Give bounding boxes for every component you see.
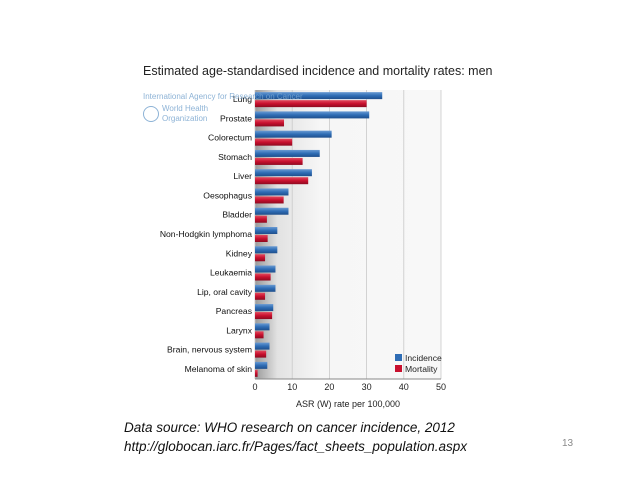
watermark: International Agency for Research on Can… (143, 92, 303, 124)
category-label: Non-Hodgkin lymphoma (160, 229, 252, 239)
legend-swatch (395, 354, 402, 361)
bar-incidence (255, 111, 370, 119)
iarc-watermark: International Agency for Research on Can… (143, 92, 303, 101)
x-tick-label: 20 (324, 382, 334, 392)
bar-mortality (255, 138, 293, 146)
bar-mortality (255, 312, 273, 320)
bar-mortality (255, 100, 367, 108)
x-axis-ticks: 0 10 20 30 40 50 (252, 382, 446, 392)
bar-incidence (255, 188, 289, 196)
x-tick-label: 30 (362, 382, 372, 392)
who-line2: Organization (162, 114, 208, 123)
bar-mortality (255, 331, 264, 339)
x-tick-label: 0 (252, 382, 257, 392)
slide-number: 13 (562, 438, 574, 449)
bar-incidence (255, 169, 312, 177)
category-label: Oesophagus (203, 190, 252, 200)
x-tick-label: 40 (399, 382, 409, 392)
category-label: Lung (233, 94, 252, 104)
category-labels: Lung Prostate Colorectum Stomach Liver Oesoph… (160, 94, 253, 374)
bar-mortality (255, 350, 267, 358)
who-logo-icon (143, 106, 159, 122)
gridlines (254, 90, 442, 379)
who-text: World Health Organization (162, 104, 208, 124)
category-label: Pancreas (216, 306, 252, 316)
x-tick-label: 10 (287, 382, 297, 392)
bar-incidence (255, 130, 332, 138)
category-label: Colorectum (208, 133, 252, 143)
bar-mortality (255, 157, 303, 165)
category-label: Melanoma of skin (185, 364, 253, 374)
source-url: http://globocan.iarc.fr/Pages/fact_sheet… (124, 439, 467, 454)
legend-swatch (395, 365, 402, 372)
x-axis-label: ASR (W) rate per 100,000 (296, 399, 400, 409)
bar-mortality (255, 273, 271, 281)
bar-mortality (255, 254, 266, 262)
category-label: Kidney (226, 248, 253, 258)
category-label: Lip, oral cavity (197, 287, 253, 297)
bar-incidence (255, 342, 270, 350)
bar-mortality (255, 369, 258, 377)
bars (255, 92, 383, 377)
bar-mortality (255, 292, 266, 300)
bar-incidence (255, 246, 278, 254)
bar-incidence (255, 92, 383, 100)
data-source: Data source: WHO research on cancer inci… (124, 418, 467, 456)
bar-mortality (255, 177, 309, 185)
category-label: Larynx (226, 325, 252, 335)
who-line1: World Health (162, 104, 209, 113)
bar-incidence (255, 265, 276, 273)
legend-label: Mortality (405, 364, 438, 374)
legend-label: Incidence (405, 353, 442, 363)
source-line-1: Data source: WHO research on cancer inci… (124, 420, 455, 435)
bar-mortality (255, 215, 267, 223)
category-label: Prostate (220, 113, 252, 123)
category-label: Brain, nervous system (167, 345, 252, 355)
x-tick-label: 50 (436, 382, 446, 392)
bar-incidence (255, 323, 270, 331)
who-watermark: World Health Organization (143, 104, 303, 124)
category-label: Stomach (218, 152, 252, 162)
chart-title: Estimated age-standardised incidence and… (143, 64, 493, 78)
category-label: Leukaemia (210, 268, 252, 278)
bar-incidence (255, 304, 274, 312)
bar-mortality (255, 196, 284, 204)
category-label: Liver (233, 171, 252, 181)
bar-mortality (255, 119, 285, 127)
plot-background (255, 90, 441, 379)
category-label: Bladder (222, 210, 252, 220)
bar-incidence (255, 207, 289, 215)
bar-incidence (255, 227, 278, 234)
bar-incidence (255, 149, 320, 157)
bar-incidence (255, 361, 268, 369)
bar-incidence (255, 284, 276, 292)
bar-mortality (255, 235, 268, 242)
